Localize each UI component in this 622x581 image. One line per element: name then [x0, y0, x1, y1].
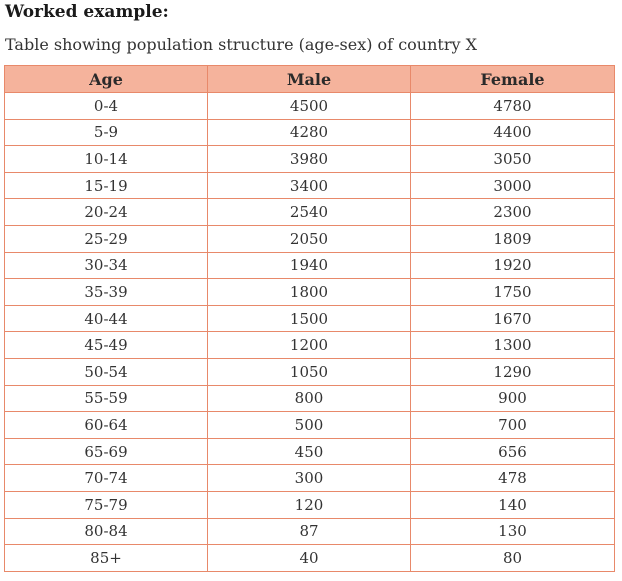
- cell-male: 3400: [207, 171, 411, 200]
- cell-female: 900: [410, 384, 615, 413]
- table-row: 65-69 450 656: [4, 437, 615, 466]
- table-row: 85+ 40 80: [4, 544, 615, 572]
- table-row: 25-29 2050 1809: [4, 224, 615, 253]
- cell-age: 60-64: [4, 411, 208, 439]
- cell-female: 4780: [410, 92, 615, 120]
- header-male: Male: [207, 65, 411, 93]
- table-row: 40-44 1500 1670: [4, 304, 615, 333]
- header-age: Age: [4, 65, 208, 93]
- cell-female: 1290: [410, 357, 615, 386]
- cell-age: 5-9: [4, 118, 208, 147]
- cell-age: 45-49: [4, 331, 208, 359]
- cell-female: 4400: [410, 118, 615, 147]
- cell-age: 25-29: [4, 224, 208, 253]
- cell-female: 1750: [410, 278, 615, 306]
- cell-age: 10-14: [4, 145, 208, 173]
- cell-age: 30-34: [4, 251, 208, 280]
- cell-male: 800: [207, 384, 411, 413]
- cell-age: 20-24: [4, 198, 208, 226]
- header-female: Female: [410, 65, 615, 93]
- table-row: 45-49 1200 1300: [4, 331, 615, 359]
- cell-male: 300: [207, 464, 411, 492]
- cell-female: 140: [410, 490, 615, 519]
- cell-male: 3980: [207, 145, 411, 173]
- cell-female: 1670: [410, 304, 615, 333]
- cell-age: 40-44: [4, 304, 208, 333]
- cell-age: 35-39: [4, 278, 208, 306]
- cell-female: 130: [410, 517, 615, 546]
- cell-male: 1500: [207, 304, 411, 333]
- table-row: 15-19 3400 3000: [4, 171, 615, 200]
- cell-male: 1940: [207, 251, 411, 280]
- table-row: 0-4 4500 4780: [4, 92, 615, 120]
- table-row: 5-9 4280 4400: [4, 118, 615, 147]
- cell-age: 85+: [4, 544, 208, 572]
- cell-age: 15-19: [4, 171, 208, 200]
- table-row: 70-74 300 478: [4, 464, 615, 492]
- cell-female: 2300: [410, 198, 615, 226]
- cell-male: 500: [207, 411, 411, 439]
- cell-male: 2540: [207, 198, 411, 226]
- cell-female: 3050: [410, 145, 615, 173]
- table-body: 0-4 4500 4780 5-9 4280 4400 10-14 3980 3050 15-19…: [4, 92, 615, 572]
- header-row: Age Male Female: [4, 65, 615, 93]
- cell-age: 70-74: [4, 464, 208, 492]
- table-row: 50-54 1050 1290: [4, 357, 615, 386]
- cell-male: 450: [207, 437, 411, 466]
- cell-age: 75-79: [4, 490, 208, 519]
- cell-male: 4500: [207, 92, 411, 120]
- table-row: 55-59 800 900: [4, 384, 615, 413]
- cell-female: 80: [410, 544, 615, 572]
- cell-female: 3000: [410, 171, 615, 200]
- table-row: 20-24 2540 2300: [4, 198, 615, 226]
- worked-example-heading: Worked example:: [5, 2, 169, 22]
- cell-female: 700: [410, 411, 615, 439]
- table-row: 35-39 1800 1750: [4, 278, 615, 306]
- cell-age: 65-69: [4, 437, 208, 466]
- cell-female: 478: [410, 464, 615, 492]
- cell-female: 1300: [410, 331, 615, 359]
- table-row: 30-34 1940 1920: [4, 251, 615, 280]
- cell-male: 120: [207, 490, 411, 519]
- cell-age: 80-84: [4, 517, 208, 546]
- cell-male: 2050: [207, 224, 411, 253]
- cell-age: 50-54: [4, 357, 208, 386]
- cell-male: 1200: [207, 331, 411, 359]
- table-row: 80-84 87 130: [4, 517, 615, 546]
- cell-male: 87: [207, 517, 411, 546]
- table-row: 75-79 120 140: [4, 490, 615, 519]
- cell-age: 55-59: [4, 384, 208, 413]
- cell-male: 4280: [207, 118, 411, 147]
- cell-age: 0-4: [4, 92, 208, 120]
- cell-female: 656: [410, 437, 615, 466]
- table-header: Age Male Female: [4, 65, 615, 93]
- population-table: Age Male Female 0-4 4500 4780 5-9 4280 4400 10…: [4, 65, 615, 572]
- cell-male: 40: [207, 544, 411, 572]
- table-row: 10-14 3980 3050: [4, 145, 615, 173]
- cell-male: 1050: [207, 357, 411, 386]
- cell-female: 1920: [410, 251, 615, 280]
- cell-female: 1809: [410, 224, 615, 253]
- table-row: 60-64 500 700: [4, 411, 615, 439]
- table-caption: Table showing population structure (age-…: [5, 35, 477, 54]
- cell-male: 1800: [207, 278, 411, 306]
